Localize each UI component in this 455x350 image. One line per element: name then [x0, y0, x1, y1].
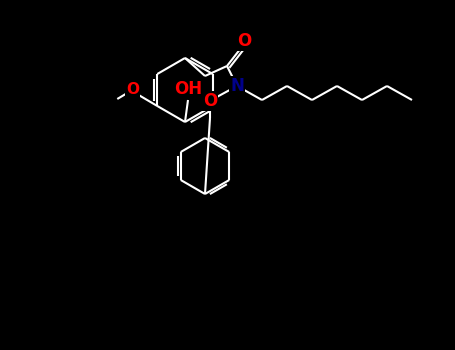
Text: O: O: [126, 83, 139, 98]
Text: N: N: [230, 77, 244, 95]
Text: OH: OH: [174, 80, 202, 98]
Text: O: O: [203, 92, 217, 110]
Text: O: O: [237, 32, 251, 50]
